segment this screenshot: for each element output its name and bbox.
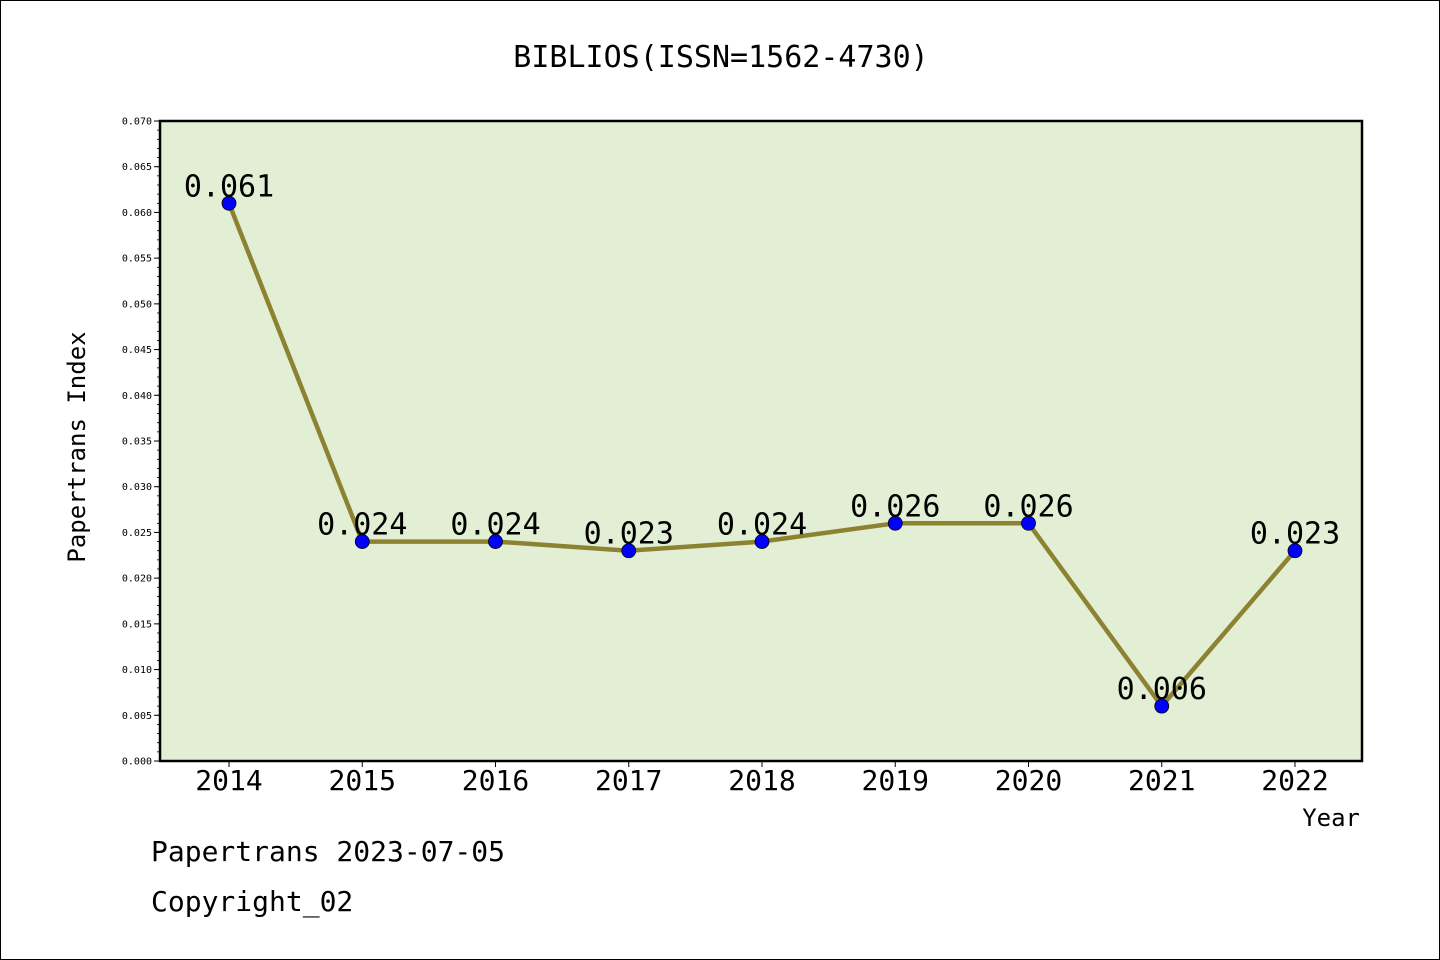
x-axis-label: Year xyxy=(1302,804,1360,832)
data-point xyxy=(754,534,770,549)
data-point xyxy=(887,515,903,531)
y-tick-label: 0.010 xyxy=(122,665,152,676)
data-point xyxy=(221,195,237,211)
y-tick-label: 0.055 xyxy=(122,254,152,265)
y-tick-label: 0.050 xyxy=(122,299,152,310)
y-axis: 0.000 0.005 0.010 0.015 0.020 0.025 0.030 0.035… xyxy=(122,117,160,768)
data-point xyxy=(354,534,370,549)
data-point xyxy=(1287,543,1303,559)
x-tick-label: 2022 xyxy=(1261,764,1328,797)
y-tick-label: 0.025 xyxy=(122,528,152,539)
data-label: 0.006 xyxy=(1117,672,1207,707)
data-point xyxy=(1021,515,1036,531)
y-tick-label: 0.045 xyxy=(122,345,152,356)
chart-title: BIBLIOS(ISSN=1562-4730) xyxy=(513,40,928,75)
y-tick-label: 0.040 xyxy=(122,391,152,402)
y-tick-label: 0.005 xyxy=(122,711,152,722)
y-tick-label: 0.020 xyxy=(122,574,152,585)
data-point xyxy=(1154,698,1170,714)
data-label: 0.061 xyxy=(184,169,274,204)
footer-date-line: Papertrans 2023-07-05 xyxy=(151,835,506,868)
x-tick-label: 2015 xyxy=(329,764,396,797)
y-axis-label: Papertrans Index xyxy=(63,331,91,562)
x-tick-label: 2017 xyxy=(595,764,662,797)
y-tick-label: 0.015 xyxy=(122,619,152,630)
data-label: 0.024 xyxy=(317,508,407,543)
x-tick-label: 2020 xyxy=(995,764,1062,797)
data-label: 0.026 xyxy=(983,489,1073,524)
x-tick-label: 2014 xyxy=(195,764,262,797)
data-label: 0.026 xyxy=(850,489,940,524)
data-label: 0.023 xyxy=(1250,517,1340,552)
y-tick-label: 0.000 xyxy=(122,757,152,768)
y-tick-label: 0.060 xyxy=(122,208,152,219)
x-tick-label: 2016 xyxy=(462,764,529,797)
footer-copyright: Copyright_02 xyxy=(151,885,354,918)
plot-area xyxy=(158,119,1364,763)
data-label: 0.024 xyxy=(450,508,540,543)
x-axis: 2014 2015 2016 2017 2018 2019 2020 2021 2022 xyxy=(195,761,1329,797)
data-label: 0.023 xyxy=(584,517,674,552)
data-labels: 0.061 0.024 0.024 0.023 0.024 0.026 0.026 0.006… xyxy=(184,169,1340,707)
x-tick-label: 2018 xyxy=(728,764,795,797)
x-tick-label: 2021 xyxy=(1128,764,1195,797)
y-tick-label: 0.065 xyxy=(122,162,152,173)
data-point xyxy=(621,543,637,559)
y-tick-label: 0.070 xyxy=(122,117,152,128)
y-tick-label: 0.035 xyxy=(122,437,152,448)
x-tick-label: 2019 xyxy=(862,764,929,797)
data-point xyxy=(488,534,503,549)
data-label: 0.024 xyxy=(717,508,807,543)
series-points xyxy=(221,195,1303,714)
y-tick-label: 0.030 xyxy=(122,482,152,493)
